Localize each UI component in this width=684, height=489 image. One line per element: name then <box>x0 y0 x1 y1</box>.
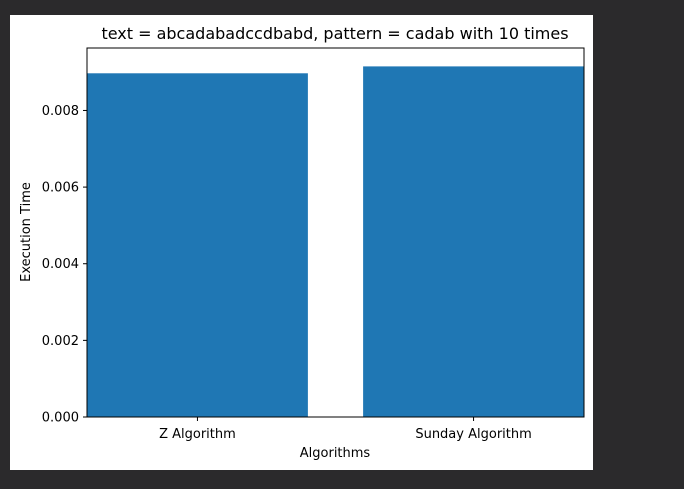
bar-1 <box>363 66 584 418</box>
x-axis-label: Algorithms <box>300 446 371 461</box>
y-axis-ticks: 0.000 0.002 0.004 0.006 0.008 <box>42 104 87 426</box>
y-tick-label: 0.002 <box>42 334 79 349</box>
x-axis-ticks: Z Algorithm Sunday Algorithm <box>159 417 532 442</box>
y-tick-label: 0.004 <box>42 257 79 272</box>
bar-0 <box>87 73 308 417</box>
x-tick-label: Z Algorithm <box>159 427 236 442</box>
y-tick-label: 0.008 <box>42 104 79 119</box>
plot-frame <box>86 47 585 418</box>
bars-group <box>87 66 584 418</box>
y-tick-label: 0.000 <box>42 411 79 426</box>
chart-title: text = abcadabadccdbabd, pattern = cadab… <box>101 24 568 43</box>
x-tick-label: Sunday Algorithm <box>415 427 531 442</box>
y-axis-label: Execution Time <box>19 182 34 282</box>
y-tick-label: 0.006 <box>42 181 79 196</box>
